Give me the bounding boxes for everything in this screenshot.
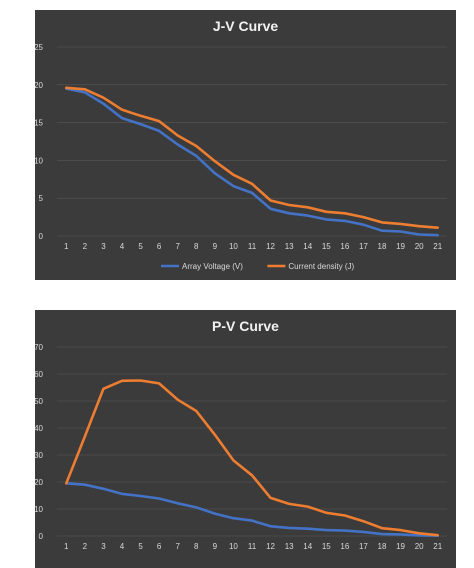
jv-series-line-0 xyxy=(64,87,440,237)
pv-x-tick-label: 10 xyxy=(229,542,238,551)
jv-y-tick-label: 10 xyxy=(35,156,44,165)
pv-x-tick-label: 11 xyxy=(248,542,257,551)
jv-x-tick-label: 10 xyxy=(229,242,238,251)
jv-x-tick-label: 9 xyxy=(213,242,218,251)
pv-y-tick-label: 60 xyxy=(35,370,44,379)
jv-x-tick-label: 15 xyxy=(322,242,331,251)
jv-x-tick-label: 1 xyxy=(64,242,69,251)
pv-x-tick-label: 5 xyxy=(138,542,143,551)
pv-x-tick-label: 9 xyxy=(213,542,218,551)
pv-x-tick-label: 3 xyxy=(101,542,106,551)
jv-series-line-1 xyxy=(64,86,440,229)
jv-legend-label-0: Array Voltage (V) xyxy=(182,262,243,271)
pv-x-tick-label: 4 xyxy=(120,542,125,551)
pv-x-tick-label: 12 xyxy=(266,542,275,551)
jv-y-tick-label: 0 xyxy=(39,232,44,241)
pv-x-tick-label: 16 xyxy=(340,542,349,551)
pv-y-tick-label: 30 xyxy=(35,451,44,460)
jv-x-tick-label: 6 xyxy=(157,242,162,251)
pv-series-line-0 xyxy=(64,482,440,537)
pv-x-tick-label: 14 xyxy=(303,542,312,551)
pv-x-tick-label: 13 xyxy=(285,542,294,551)
pv-x-tick-label: 20 xyxy=(415,542,424,551)
pv-x-tick-label: 21 xyxy=(433,542,442,551)
pv-y-tick-label: 50 xyxy=(35,397,44,406)
pv-x-tick-label: 8 xyxy=(194,542,199,551)
pv-x-tick-label: 7 xyxy=(175,542,180,551)
pv-x-tick-label: 6 xyxy=(157,542,162,551)
jv-y-tick-label: 15 xyxy=(35,119,44,128)
jv-x-tick-label: 21 xyxy=(433,242,442,251)
pv-chart: P-V Curve 0 10 20 30 40 50 60 70 1 2 3 4 5 6 7 8 9 10 11 12… xyxy=(35,310,456,568)
jv-x-tick-label: 2 xyxy=(83,242,88,251)
jv-x-tick-label: 19 xyxy=(396,242,405,251)
pv-series-line-1 xyxy=(64,379,440,537)
jv-y-tick-label: 20 xyxy=(35,81,44,90)
jv-x-tick-label: 18 xyxy=(378,242,387,251)
jv-y-tick-label: 25 xyxy=(35,43,44,52)
jv-chart-title: J-V Curve xyxy=(212,18,279,34)
pv-x-tick-label: 15 xyxy=(322,542,331,551)
pv-chart-title: P-V Curve xyxy=(212,318,279,334)
jv-x-tick-label: 7 xyxy=(175,242,180,251)
jv-x-tick-label: 16 xyxy=(340,242,349,251)
jv-chart: J-V Curve 0 5 10 15 20 25 1 2 3 4 5 6 7 8 9 10 11 12 13 14 1… xyxy=(35,10,456,280)
jv-legend-label-1: Current density (J) xyxy=(288,262,354,271)
jv-x-tick-label: 11 xyxy=(248,242,257,251)
pv-y-tick-label: 20 xyxy=(35,478,44,487)
jv-x-tick-label: 4 xyxy=(120,242,125,251)
jv-x-tick-label: 13 xyxy=(285,242,294,251)
jv-x-tick-label: 17 xyxy=(359,242,368,251)
pv-x-tick-label: 2 xyxy=(83,542,88,551)
jv-x-tick-label: 3 xyxy=(101,242,106,251)
pv-x-tick-label: 1 xyxy=(64,542,69,551)
jv-x-tick-label: 8 xyxy=(194,242,199,251)
jv-x-tick-label: 20 xyxy=(415,242,424,251)
pv-y-tick-label: 10 xyxy=(35,505,44,514)
jv-y-tick-label: 5 xyxy=(39,194,44,203)
pv-x-tick-label: 18 xyxy=(378,542,387,551)
pv-y-tick-label: 40 xyxy=(35,424,44,433)
jv-x-tick-label: 14 xyxy=(303,242,312,251)
pv-y-tick-label: 0 xyxy=(39,532,44,541)
pv-x-tick-label: 19 xyxy=(396,542,405,551)
pv-x-tick-label: 17 xyxy=(359,542,368,551)
jv-x-tick-label: 5 xyxy=(138,242,143,251)
jv-x-tick-label: 12 xyxy=(266,242,275,251)
pv-y-tick-label: 70 xyxy=(35,343,44,352)
